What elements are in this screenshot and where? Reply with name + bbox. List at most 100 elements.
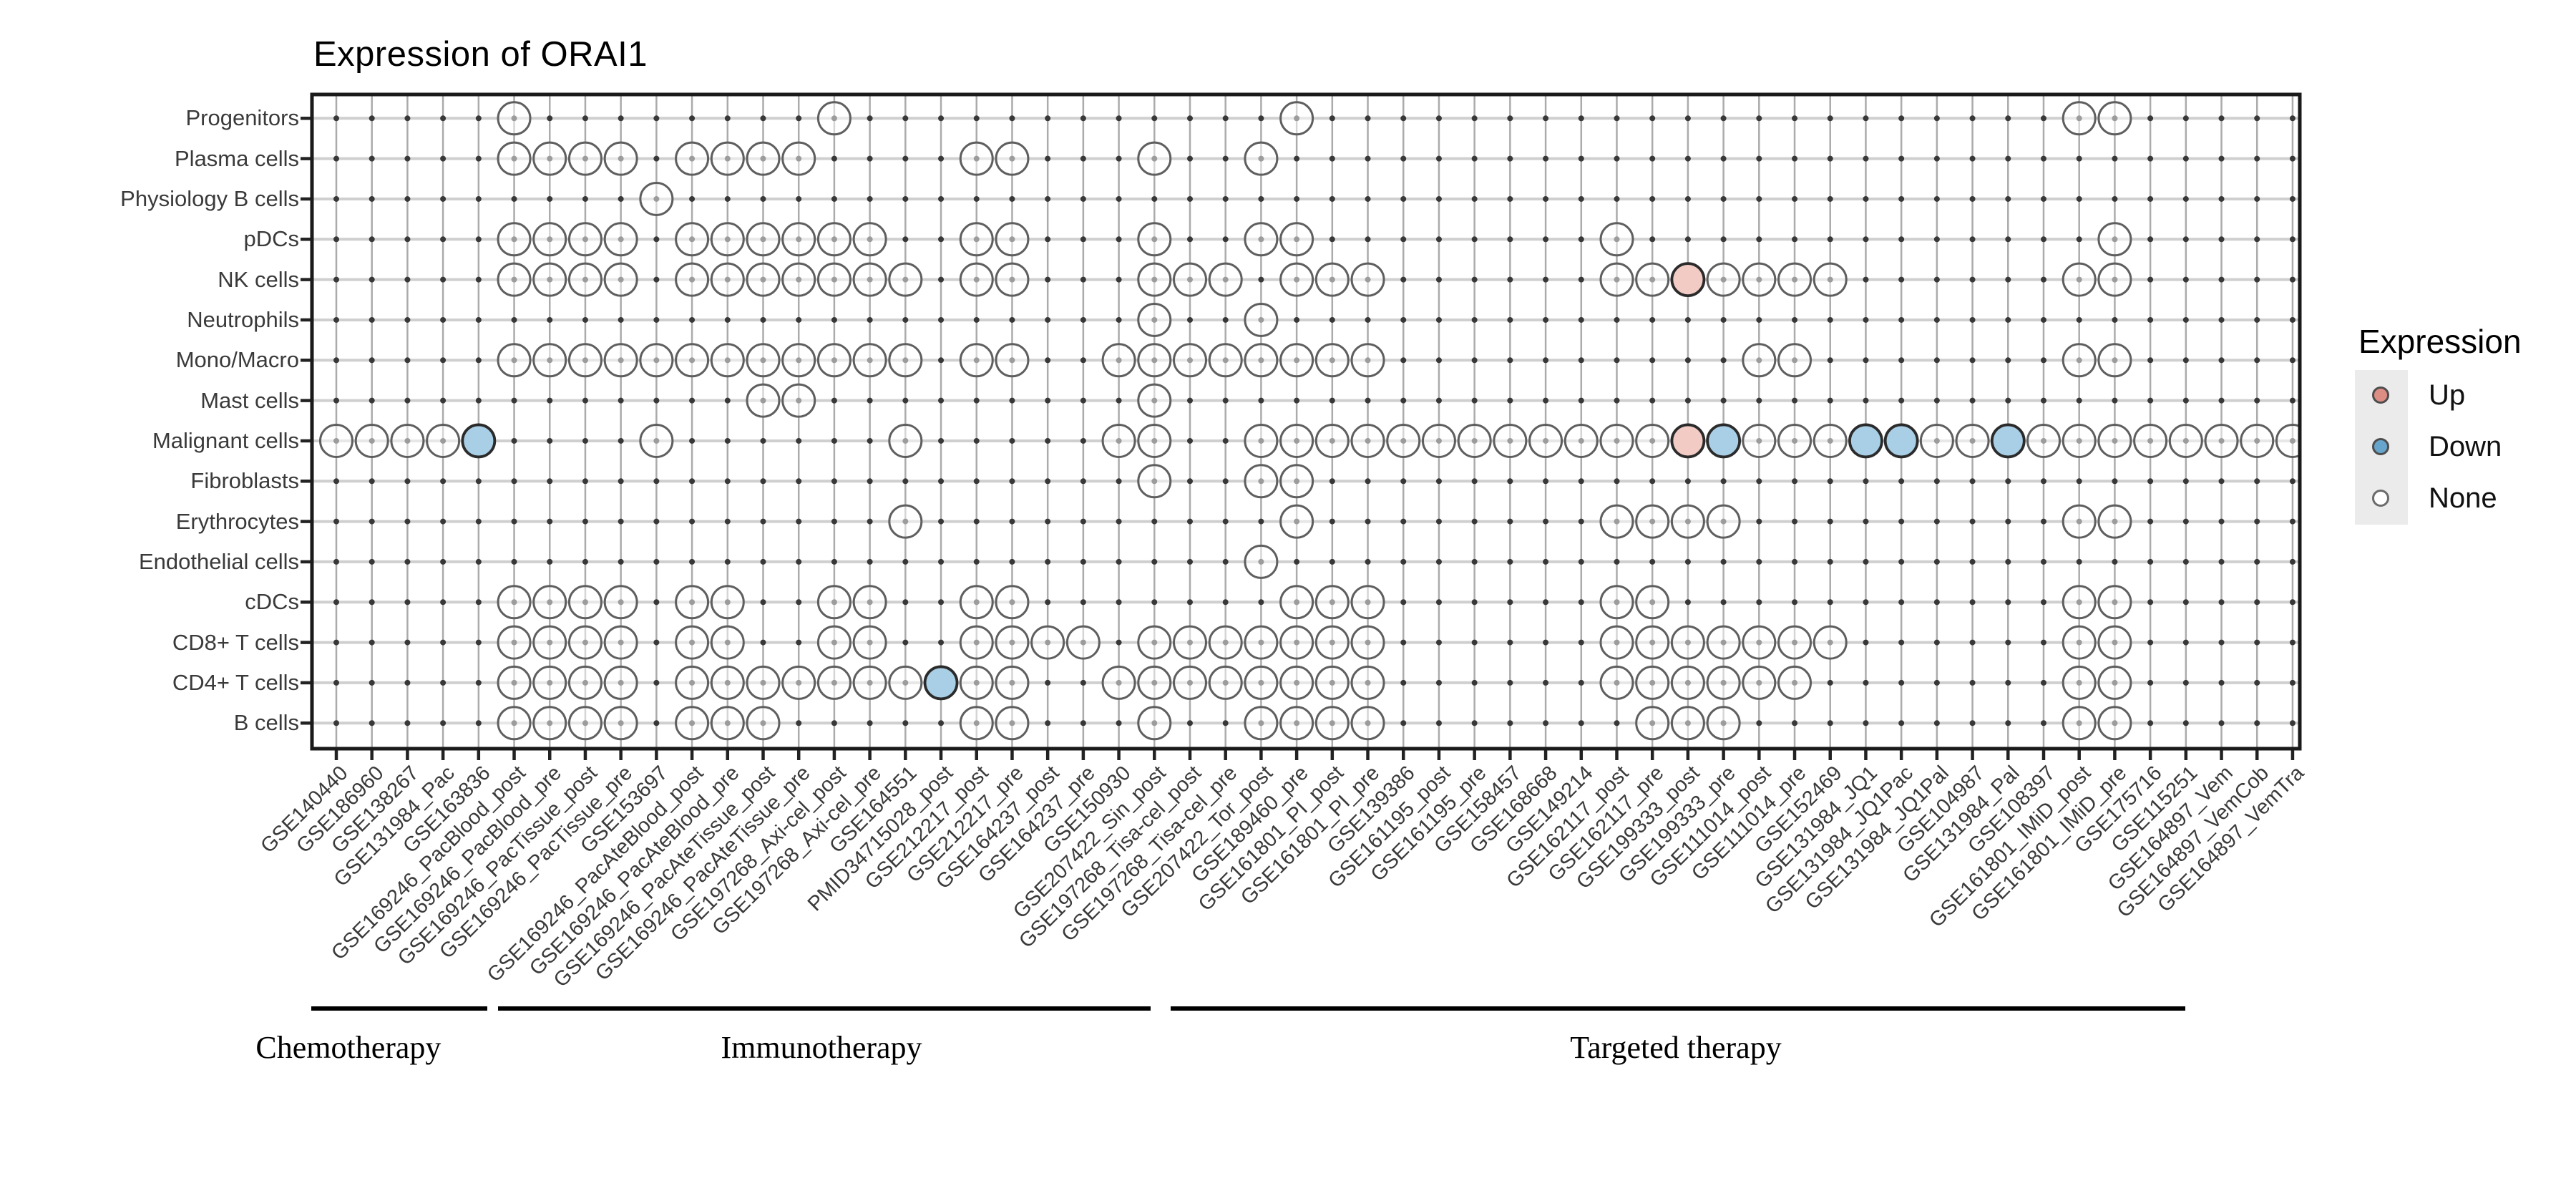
- grid-node: [1898, 195, 1905, 202]
- expression-dot-none: [1137, 343, 1172, 378]
- grid-node: [2005, 518, 2011, 525]
- grid-node: [1578, 720, 1584, 726]
- grid-node: [2254, 276, 2260, 283]
- expression-dot-none: [675, 585, 710, 620]
- expression-dot-none: [710, 343, 745, 378]
- grid-node: [1898, 236, 1905, 243]
- grid-node: [1045, 518, 1051, 525]
- expression-dot-none: [1635, 423, 1670, 458]
- expression-dot-none: [816, 343, 852, 378]
- grid-node: [796, 518, 802, 525]
- grid-node: [1863, 639, 1869, 646]
- y-axis-label: Fibroblasts: [190, 468, 299, 494]
- expression-dot-none: [675, 262, 710, 297]
- grid-node: [1400, 236, 1407, 243]
- grid-node: [2040, 679, 2046, 686]
- grid-node: [831, 558, 837, 565]
- expression-dot-none: [1137, 222, 1172, 257]
- expression-dot-none: [1386, 423, 1421, 458]
- grid-node: [2182, 558, 2189, 565]
- grid-node: [2040, 316, 2046, 323]
- grid-node: [760, 599, 766, 606]
- expression-dot-none: [1350, 343, 1385, 378]
- expression-dot-none: [2097, 262, 2132, 297]
- expression-dot-none: [1208, 625, 1243, 660]
- expression-dot-none: [2168, 423, 2203, 458]
- grid-node: [1009, 316, 1015, 323]
- grid-node: [475, 236, 482, 243]
- grid-node: [1222, 236, 1229, 243]
- grid-node: [1365, 195, 1371, 202]
- expression-dot-none: [2062, 504, 2097, 539]
- grid-node: [475, 558, 482, 565]
- grid-node: [1543, 316, 1549, 323]
- grid-node: [547, 195, 553, 202]
- grid-node: [1720, 558, 1727, 565]
- expression-dot-none: [2062, 625, 2097, 660]
- expression-dot-none: [497, 262, 532, 297]
- grid-node: [867, 478, 873, 485]
- expression-dot-none: [532, 262, 567, 297]
- grid-node: [867, 437, 873, 444]
- grid-node: [689, 478, 696, 485]
- y-axis-label: Malignant cells: [152, 427, 299, 453]
- expression-dot-none: [959, 141, 994, 176]
- grid-node: [404, 679, 411, 686]
- expression-dot-none: [888, 262, 923, 297]
- grid-node: [1578, 397, 1584, 404]
- expression-dot-none: [1742, 665, 1777, 700]
- grid-node: [333, 115, 339, 122]
- grid-node: [689, 115, 696, 122]
- grid-node: [1649, 195, 1656, 202]
- grid-node: [867, 115, 873, 122]
- grid-node: [511, 518, 517, 525]
- grid-node: [2289, 276, 2296, 283]
- expression-dot-none: [1635, 706, 1670, 741]
- grid-node: [1435, 478, 1442, 485]
- expression-dot-none: [675, 625, 710, 660]
- grid-node: [1507, 195, 1513, 202]
- expression-dot-none: [852, 262, 887, 297]
- grid-node: [1756, 518, 1762, 525]
- grid-node: [1969, 115, 1976, 122]
- grid-node: [1543, 720, 1549, 726]
- grid-node: [1329, 316, 1335, 323]
- grid-node: [1116, 478, 1122, 485]
- grid-node: [2040, 478, 2046, 485]
- expression-dot-down: [923, 665, 959, 701]
- grid-node: [1827, 478, 1833, 485]
- grid-node: [369, 115, 375, 122]
- grid-node: [511, 316, 517, 323]
- grid-node: [938, 478, 945, 485]
- expression-dot-none: [603, 625, 638, 660]
- grid-node: [2147, 276, 2154, 283]
- expression-dot-none: [532, 625, 567, 660]
- grid-node: [1543, 397, 1549, 404]
- grid-node: [973, 115, 980, 122]
- expression-dot-none: [1706, 504, 1741, 539]
- expression-dot-none: [1670, 706, 1705, 741]
- grid-node: [1933, 357, 1940, 364]
- grid-node: [1045, 195, 1051, 202]
- grid-node: [1898, 397, 1905, 404]
- grid-node: [1507, 115, 1513, 122]
- grid-node: [333, 599, 339, 606]
- grid-node: [1507, 518, 1513, 525]
- grid-node: [2218, 558, 2225, 565]
- expression-dot-none: [781, 141, 816, 176]
- grid-node: [440, 276, 447, 283]
- grid-node: [1400, 195, 1407, 202]
- panel-border: [310, 92, 2302, 751]
- expression-dot-none: [675, 665, 710, 700]
- expression-dot-none: [532, 585, 567, 620]
- grid-node: [1222, 518, 1229, 525]
- grid-node: [1329, 155, 1335, 162]
- grid-node: [1969, 195, 1976, 202]
- grid-node: [2040, 558, 2046, 565]
- expression-dot-none: [2275, 423, 2300, 458]
- grid-node: [796, 478, 802, 485]
- grid-node: [973, 397, 980, 404]
- grid-node: [796, 720, 802, 726]
- grid-node: [1792, 195, 1798, 202]
